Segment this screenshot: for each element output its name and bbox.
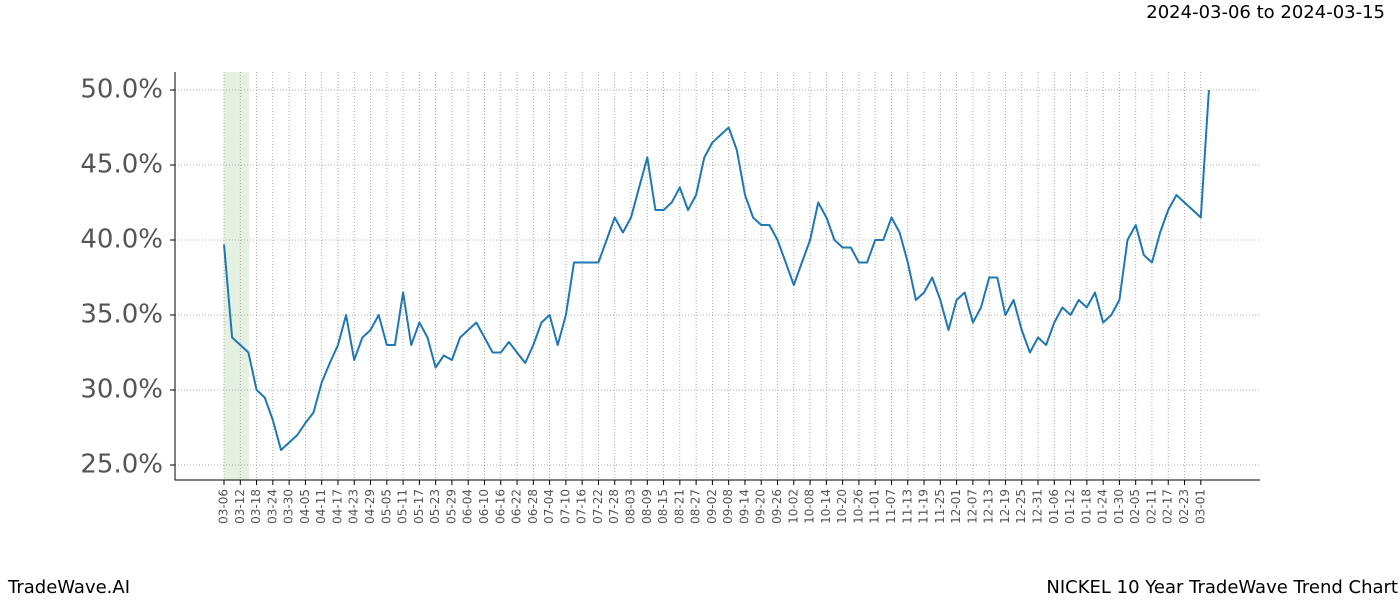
- x-tick-label: 07-10: [558, 489, 572, 524]
- x-tick-label: 04-17: [330, 489, 344, 524]
- x-tick-label: 05-11: [396, 489, 410, 524]
- y-tick-label: 50.0%: [80, 75, 163, 105]
- x-tick-label: 01-06: [1047, 489, 1061, 524]
- x-tick-label: 06-16: [493, 489, 507, 524]
- x-tick-label: 08-03: [624, 489, 638, 524]
- x-tick-label: 06-28: [526, 489, 540, 524]
- x-tick-label: 04-29: [363, 489, 377, 524]
- y-tick-label: 40.0%: [80, 225, 163, 255]
- x-tick-label: 04-11: [314, 489, 328, 524]
- y-tick-label: 30.0%: [80, 375, 163, 405]
- x-tick-label: 12-01: [949, 489, 963, 524]
- x-tick-label: 03-24: [265, 489, 279, 524]
- x-tick-label: 02-11: [1144, 489, 1158, 524]
- x-tick-label: 11-07: [884, 489, 898, 524]
- y-tick-label: 25.0%: [80, 450, 163, 480]
- x-tick-label: 03-01: [1193, 489, 1207, 524]
- x-tick-label: 11-25: [933, 489, 947, 524]
- axis: [174, 72, 1260, 481]
- x-tick-label: 10-26: [851, 489, 865, 524]
- x-tick-label: 03-18: [249, 489, 263, 524]
- x-tick-label: 05-17: [412, 489, 426, 524]
- x-tick-label: 01-12: [1063, 489, 1077, 524]
- x-tick-label: 04-05: [298, 489, 312, 524]
- x-tick-label: 08-21: [672, 489, 686, 524]
- x-tick-label: 09-02: [705, 489, 719, 524]
- x-tick-label: 11-13: [900, 489, 914, 524]
- x-tick-label: 12-31: [1031, 489, 1045, 524]
- x-tick-label: 05-23: [428, 489, 442, 524]
- y-tick-label: 45.0%: [80, 150, 163, 180]
- x-tick-label: 12-19: [998, 489, 1012, 524]
- x-tick-label: 10-02: [786, 489, 800, 524]
- x-tick-label: 10-14: [819, 489, 833, 524]
- date-range: 2024-03-06 to 2024-03-15: [1146, 2, 1385, 23]
- x-tick-label: 07-04: [542, 489, 556, 524]
- x-tick-label: 07-22: [591, 489, 605, 524]
- x-tick-label: 05-29: [444, 489, 458, 524]
- x-tick-label: 02-23: [1177, 489, 1191, 524]
- x-tick-label: 08-09: [640, 489, 654, 524]
- x-tick-label: 01-18: [1079, 489, 1093, 524]
- x-tick-label: 12-13: [982, 489, 996, 524]
- trend-line: [223, 89, 1210, 451]
- x-tick-label: 09-26: [770, 489, 784, 524]
- x-tick-label: 07-16: [575, 489, 589, 524]
- x-tick-label: 02-05: [1128, 489, 1142, 524]
- x-tick-label: 03-30: [282, 489, 296, 524]
- x-tick-label: 10-08: [803, 489, 817, 524]
- x-tick-label: 06-04: [461, 489, 475, 524]
- x-tick-label: 06-10: [477, 489, 491, 524]
- x-tick-label: 09-08: [721, 489, 735, 524]
- x-tick-label: 01-30: [1112, 489, 1126, 524]
- grid: [175, 72, 1260, 480]
- x-tick-label: 08-27: [689, 489, 703, 524]
- x-tick-label: 01-24: [1096, 489, 1110, 524]
- x-tick-label: 06-22: [510, 489, 524, 524]
- x-tick-label: 07-28: [607, 489, 621, 524]
- x-tick-label: 12-25: [1014, 489, 1028, 524]
- x-tick-label: 10-20: [835, 489, 849, 524]
- x-tick-label: 04-23: [347, 489, 361, 524]
- x-tick-label: 03-06: [217, 489, 231, 524]
- chart-name: NICKEL 10 Year TradeWave Trend Chart: [1046, 577, 1398, 598]
- x-tick-label: 08-15: [656, 489, 670, 524]
- x-tick-label: 09-14: [737, 489, 751, 524]
- x-tick-label: 11-19: [917, 489, 931, 524]
- x-tick-label: 02-17: [1161, 489, 1175, 524]
- highlight-band: [224, 72, 249, 480]
- brand: TradeWave.AI: [7, 577, 130, 598]
- marks: 25.0% 30.0% 35.0% 40.0% 45.0% 50.0% 03-06 03-12…: [80, 72, 1260, 524]
- x-tick-label: 05-05: [379, 489, 393, 524]
- x-tick-label: 03-12: [233, 489, 247, 524]
- x-tick-label: 09-20: [754, 489, 768, 524]
- x-tick-label: 11-01: [868, 489, 882, 524]
- y-tick-label: 35.0%: [80, 300, 163, 330]
- x-tick-label: 12-07: [965, 489, 979, 524]
